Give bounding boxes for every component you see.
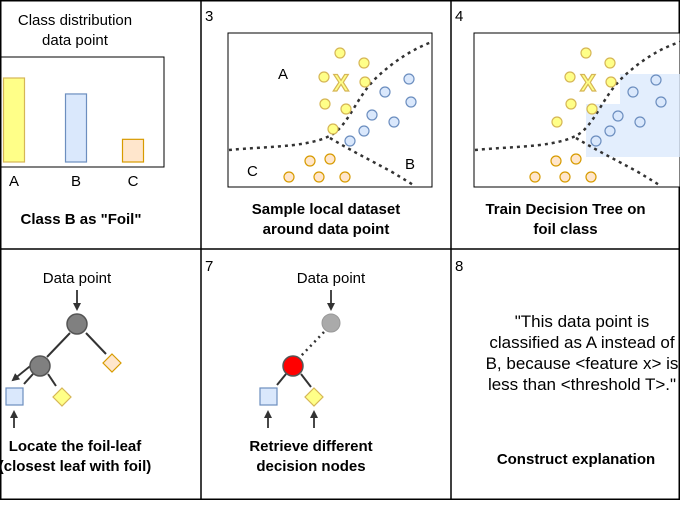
root-node [66,313,88,335]
edge-red-left [276,373,287,386]
points-class-b [344,73,417,147]
points-class-c-4 [529,153,597,183]
tick-label-c: C [127,173,139,190]
points-class-a-4 [551,47,617,128]
p3-caption-line1: Sample local dataset [251,201,401,218]
tick-label-a: A [8,173,19,190]
p8-quote-line2: classified as A instead of [489,333,675,352]
p8-quote-line1: "This data point is [514,312,650,331]
p1-title-line2: data point [42,32,108,49]
p4-caption-line2: foil class [533,221,598,238]
p1-caption: Class B as "Foil" [20,211,142,228]
p5-caption-line1: Locate the foil-leaf [8,438,142,455]
p8-quote-line4: less than <threshold T>." [487,375,677,394]
points-class-b-4 [590,74,667,147]
p4-data-point-marker: X [579,69,597,97]
p7-number: 7 [205,258,214,275]
p5-node-label: Data point [42,270,112,287]
p1-title-line1: Class distribution [17,12,133,29]
p3-caption-line2: around data point [262,221,390,238]
boundary-a-c-4 [474,40,680,152]
p3-region-label-c: C [247,163,258,180]
edge-red-right [300,373,312,388]
p8-caption: Construct explanation [496,451,656,468]
p3-number: 3 [205,8,214,25]
edge-dotted [299,331,325,358]
gray-node [321,313,341,333]
p3-data-point-marker: X [332,69,350,97]
chart-frame [0,56,165,168]
points-class-c [283,153,351,183]
p4-number: 4 [455,8,464,25]
p5-caption-line2: (closest leaf with foil) [0,458,152,475]
bar-group [2,77,145,163]
inner-node [29,355,51,377]
panel-train-decision-tree [473,32,680,188]
tick-label-b: B [70,173,81,190]
bar-a [2,77,26,163]
panel-locate-foil-leaf [5,290,122,428]
boundary-b-c [329,136,416,188]
leaf-square-7 [259,387,278,406]
panel-retrieve-decision-nodes [259,290,341,428]
p8-number: 8 [455,258,464,275]
red-decision-node [282,355,304,377]
edge-root-left [46,332,71,358]
p3-region-label-a: A [278,66,289,83]
edge-child-left [23,373,34,385]
p7-caption-line1: Retrieve different [249,438,373,455]
bar-c [121,138,145,163]
panel-class-distribution [0,56,165,168]
p3-region-label-b: B [405,156,416,173]
p8-quote-line3: B, because <feature x> is [485,354,679,373]
boundary-b-c-4 [575,136,662,188]
edge-root-right [85,332,107,355]
points-class-a [318,47,371,135]
bar-b [64,93,88,163]
p4-caption-line1: Train Decision Tree on [485,201,646,218]
boundary-a-c [228,40,433,152]
leaf-diamond-yellow [52,387,72,407]
leaf-diamond-7 [304,387,324,407]
leaf-diamond-orange [102,353,122,373]
leaf-square [5,387,24,406]
edge-child-right [47,373,57,387]
p7-node-label: Data point [296,270,366,287]
p7-caption-line2: decision nodes [256,458,366,475]
panel-sample-local-dataset [227,32,433,188]
